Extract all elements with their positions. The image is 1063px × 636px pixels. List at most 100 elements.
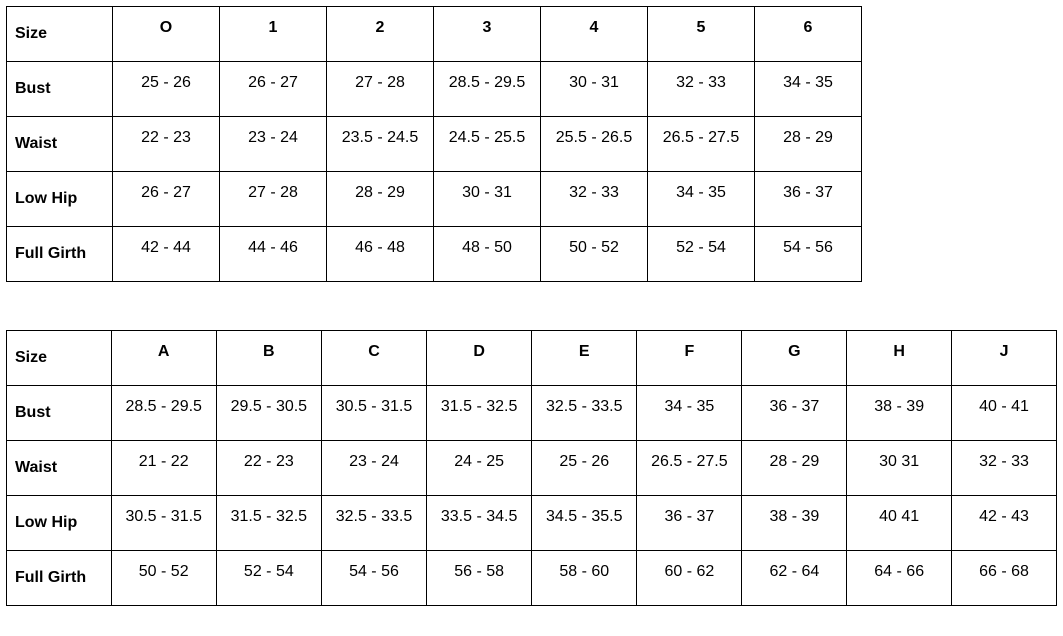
data-cell: 46 - 48 — [327, 227, 434, 282]
table-row: Low Hip 26 - 27 27 - 28 28 - 29 30 - 31 … — [7, 172, 862, 227]
data-cell: 40 - 41 — [952, 386, 1057, 441]
data-cell: 50 - 52 — [541, 227, 648, 282]
data-cell: 28 - 29 — [755, 117, 862, 172]
data-cell: 24.5 - 25.5 — [434, 117, 541, 172]
data-cell: 31.5 - 32.5 — [216, 496, 321, 551]
data-cell: 32.5 - 33.5 — [532, 386, 637, 441]
data-cell: 25 - 26 — [532, 441, 637, 496]
data-cell: 36 - 37 — [755, 172, 862, 227]
table-row: Full Girth 42 - 44 44 - 46 46 - 48 48 - … — [7, 227, 862, 282]
data-cell: 26.5 - 27.5 — [648, 117, 755, 172]
col-header: 4 — [541, 7, 648, 62]
data-cell: 48 - 50 — [434, 227, 541, 282]
row-label-waist: Waist — [7, 117, 113, 172]
data-cell: 42 - 43 — [952, 496, 1057, 551]
row-label-size: Size — [7, 7, 113, 62]
table-row: Bust 25 - 26 26 - 27 27 - 28 28.5 - 29.5… — [7, 62, 862, 117]
data-cell: 26.5 - 27.5 — [637, 441, 742, 496]
data-cell: 30 - 31 — [434, 172, 541, 227]
col-header: 3 — [434, 7, 541, 62]
data-cell: 38 - 39 — [742, 496, 847, 551]
data-cell: 26 - 27 — [113, 172, 220, 227]
data-cell: 60 - 62 — [637, 551, 742, 606]
table-row: Waist 22 - 23 23 - 24 23.5 - 24.5 24.5 -… — [7, 117, 862, 172]
col-header: 6 — [755, 7, 862, 62]
data-cell: 42 - 44 — [113, 227, 220, 282]
data-cell: 23.5 - 24.5 — [327, 117, 434, 172]
data-cell: 33.5 - 34.5 — [427, 496, 532, 551]
data-cell: 29.5 - 30.5 — [216, 386, 321, 441]
col-header: D — [427, 331, 532, 386]
row-label-waist: Waist — [7, 441, 112, 496]
data-cell: 34 - 35 — [648, 172, 755, 227]
col-header: 2 — [327, 7, 434, 62]
data-cell: 64 - 66 — [847, 551, 952, 606]
data-cell: 52 - 54 — [216, 551, 321, 606]
data-cell: 32 - 33 — [541, 172, 648, 227]
data-cell: 25.5 - 26.5 — [541, 117, 648, 172]
col-header: O — [113, 7, 220, 62]
data-cell: 58 - 60 — [532, 551, 637, 606]
data-cell: 24 - 25 — [427, 441, 532, 496]
data-cell: 34.5 - 35.5 — [532, 496, 637, 551]
data-cell: 32 - 33 — [648, 62, 755, 117]
data-cell: 21 - 22 — [111, 441, 216, 496]
row-label-full-girth: Full Girth — [7, 551, 112, 606]
table-row: Size O 1 2 3 4 5 6 — [7, 7, 862, 62]
col-header: G — [742, 331, 847, 386]
data-cell: 27 - 28 — [220, 172, 327, 227]
data-cell: 28.5 - 29.5 — [111, 386, 216, 441]
col-header: J — [952, 331, 1057, 386]
data-cell: 34 - 35 — [637, 386, 742, 441]
data-cell: 22 - 23 — [113, 117, 220, 172]
data-cell: 50 - 52 — [111, 551, 216, 606]
data-cell: 26 - 27 — [220, 62, 327, 117]
data-cell: 23 - 24 — [321, 441, 426, 496]
data-cell: 40 41 — [847, 496, 952, 551]
data-cell: 34 - 35 — [755, 62, 862, 117]
data-cell: 30.5 - 31.5 — [321, 386, 426, 441]
row-label-low-hip: Low Hip — [7, 172, 113, 227]
data-cell: 62 - 64 — [742, 551, 847, 606]
data-cell: 54 - 56 — [755, 227, 862, 282]
data-cell: 38 - 39 — [847, 386, 952, 441]
data-cell: 28.5 - 29.5 — [434, 62, 541, 117]
data-cell: 23 - 24 — [220, 117, 327, 172]
data-cell: 54 - 56 — [321, 551, 426, 606]
col-header: F — [637, 331, 742, 386]
data-cell: 31.5 - 32.5 — [427, 386, 532, 441]
data-cell: 44 - 46 — [220, 227, 327, 282]
data-cell: 30 - 31 — [541, 62, 648, 117]
col-header: C — [321, 331, 426, 386]
data-cell: 30.5 - 31.5 — [111, 496, 216, 551]
table-row: Low Hip 30.5 - 31.5 31.5 - 32.5 32.5 - 3… — [7, 496, 1057, 551]
data-cell: 30 31 — [847, 441, 952, 496]
data-cell: 25 - 26 — [113, 62, 220, 117]
col-header: 1 — [220, 7, 327, 62]
col-header: H — [847, 331, 952, 386]
col-header: B — [216, 331, 321, 386]
table-row: Full Girth 50 - 52 52 - 54 54 - 56 56 - … — [7, 551, 1057, 606]
data-cell: 28 - 29 — [327, 172, 434, 227]
size-table-2: Size A B C D E F G H J Bust 28.5 - 29.5 … — [6, 330, 1057, 606]
data-cell: 22 - 23 — [216, 441, 321, 496]
table-gap — [6, 282, 1057, 330]
data-cell: 36 - 37 — [742, 386, 847, 441]
data-cell: 32.5 - 33.5 — [321, 496, 426, 551]
col-header: E — [532, 331, 637, 386]
table-row: Size A B C D E F G H J — [7, 331, 1057, 386]
row-label-bust: Bust — [7, 386, 112, 441]
data-cell: 36 - 37 — [637, 496, 742, 551]
col-header: A — [111, 331, 216, 386]
row-label-bust: Bust — [7, 62, 113, 117]
data-cell: 27 - 28 — [327, 62, 434, 117]
col-header: 5 — [648, 7, 755, 62]
data-cell: 56 - 58 — [427, 551, 532, 606]
size-table-1: Size O 1 2 3 4 5 6 Bust 25 - 26 26 - 27 … — [6, 6, 862, 282]
data-cell: 32 - 33 — [952, 441, 1057, 496]
row-label-full-girth: Full Girth — [7, 227, 113, 282]
row-label-low-hip: Low Hip — [7, 496, 112, 551]
data-cell: 52 - 54 — [648, 227, 755, 282]
table-row: Bust 28.5 - 29.5 29.5 - 30.5 30.5 - 31.5… — [7, 386, 1057, 441]
data-cell: 66 - 68 — [952, 551, 1057, 606]
